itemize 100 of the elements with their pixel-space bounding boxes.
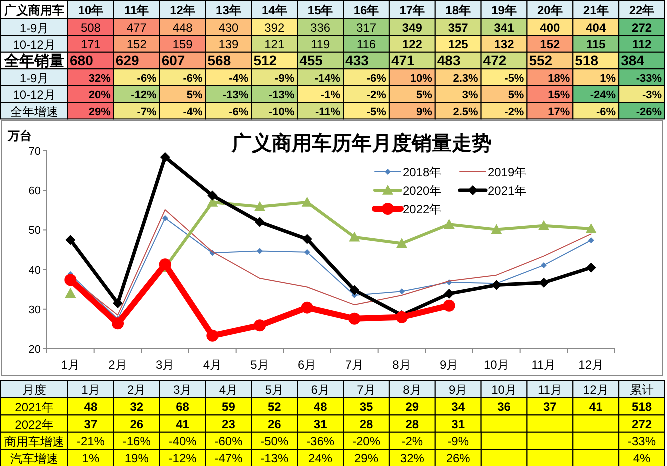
data-label: 1% (600, 72, 616, 85)
data-label: 5% (186, 90, 203, 102)
data-label: 430 (218, 20, 240, 35)
data-label: 171 (80, 38, 102, 52)
y-tick-label: 10-12月 (13, 88, 56, 102)
data-label: 31 (314, 417, 328, 432)
x-tick-label: 18年 (446, 4, 472, 18)
data-label: -40% (168, 434, 198, 448)
data-label: 19% (124, 452, 150, 466)
data-label: 10% (410, 72, 433, 85)
x-tick-label: 11年 (124, 4, 150, 18)
data-label: 2.3% (453, 72, 479, 85)
data-label: 455 (300, 52, 324, 68)
x-tick-label: 7月 (357, 383, 376, 397)
x-tick-label: 12月 (578, 358, 604, 372)
data-label: 122 (402, 38, 423, 52)
data-label: 28 (406, 417, 420, 432)
x-tick-label: 2月 (108, 358, 128, 372)
x-tick-label: 6月 (311, 383, 330, 397)
data-label: 384 (621, 52, 645, 68)
data-label: 568 (208, 52, 232, 68)
x-tick-label: 5月 (250, 358, 270, 372)
data-label: 68 (176, 400, 190, 414)
y-tick-label: 10-12月 (13, 38, 56, 52)
data-label: 35 (360, 400, 374, 414)
data-label: 272 (632, 417, 652, 432)
data-label: 15% (548, 90, 570, 102)
data-label: -2% (504, 106, 524, 118)
data-label: 34 (452, 400, 466, 414)
x-tick-label: 4月 (203, 358, 222, 372)
data-label: 17% (548, 106, 570, 118)
data-label: 1% (82, 452, 100, 466)
data-label: -6% (183, 72, 203, 85)
data-label: 629 (116, 52, 140, 68)
data-label: 483 (437, 52, 461, 68)
data-label: 115 (586, 38, 606, 52)
data-label: 29% (88, 106, 112, 118)
data-label: -6% (137, 72, 158, 85)
x-tick-label: 3月 (173, 383, 192, 397)
data-label: -60% (214, 434, 244, 448)
data-label: 433 (346, 52, 370, 68)
data-label: 26% (446, 452, 471, 466)
y-tick-label: 全年销量 (4, 52, 64, 70)
data-label: 3% (462, 90, 479, 102)
data-label: -5% (366, 106, 387, 118)
data-label: 139 (218, 38, 240, 52)
x-tick-label: 累计 (630, 383, 654, 397)
y-tick-label: 30 (28, 304, 41, 316)
legend-label: 2021年 (488, 184, 527, 198)
y-tick-label: 商用车增速 (4, 435, 64, 449)
chart-title: 月度 (22, 383, 46, 397)
data-label: 477 (126, 20, 148, 35)
x-tick-label: 5月 (265, 383, 284, 397)
data-label: 41 (589, 400, 604, 414)
data-label: 404 (586, 20, 606, 35)
data-label: 152 (540, 38, 561, 52)
data-label: 4% (633, 452, 652, 466)
data-label: -13% (260, 452, 289, 466)
data-label: 132 (494, 38, 515, 52)
x-tick-label: 19年 (492, 4, 517, 18)
x-tick-label: 15年 (308, 4, 334, 18)
data-label: 512 (254, 52, 278, 68)
data-label: 119 (311, 38, 330, 52)
data-label: -4% (183, 106, 203, 118)
data-label: -12% (131, 90, 158, 102)
data-label: -21% (76, 434, 106, 448)
data-label: 2.5% (453, 106, 479, 118)
data-label: -9% (275, 72, 295, 85)
data-label: 341 (494, 20, 515, 35)
data-label: 448 (172, 20, 194, 35)
data-label: -24% (590, 90, 616, 102)
x-tick-label: 1月 (61, 358, 80, 372)
x-tick-label: 8月 (403, 383, 422, 397)
data-label: -20% (352, 434, 381, 448)
data-label: -1% (320, 90, 341, 102)
x-tick-label: 16年 (354, 4, 380, 18)
x-tick-label: 10月 (492, 383, 517, 397)
data-label: 317 (356, 20, 377, 35)
x-tick-label: 12月 (583, 383, 609, 397)
y-tick-label: 全年增速 (10, 104, 58, 119)
data-label: -33% (628, 434, 656, 448)
x-tick-label: 13年 (216, 4, 242, 18)
y-tick-label: 50 (28, 225, 41, 238)
data-label: 125 (448, 38, 469, 52)
data-label: 357 (448, 20, 469, 35)
x-tick-label: 2月 (128, 383, 146, 397)
chart-title: 广义商用车历年月度销量走势 (231, 132, 492, 155)
data-label: -14% (314, 72, 341, 85)
data-label: -6% (366, 72, 387, 85)
data-label: 28 (360, 417, 374, 432)
data-label: -26% (636, 106, 662, 118)
data-label: -6% (596, 106, 616, 118)
data-label: 26 (268, 417, 282, 432)
x-tick-label: 4月 (219, 383, 238, 397)
data-label: -33% (636, 72, 662, 85)
x-tick-label: 9月 (440, 358, 459, 372)
data-label: 29% (354, 452, 379, 466)
data-label: 48 (84, 400, 98, 414)
data-label: -2% (366, 90, 387, 102)
data-label: -50% (260, 434, 289, 448)
